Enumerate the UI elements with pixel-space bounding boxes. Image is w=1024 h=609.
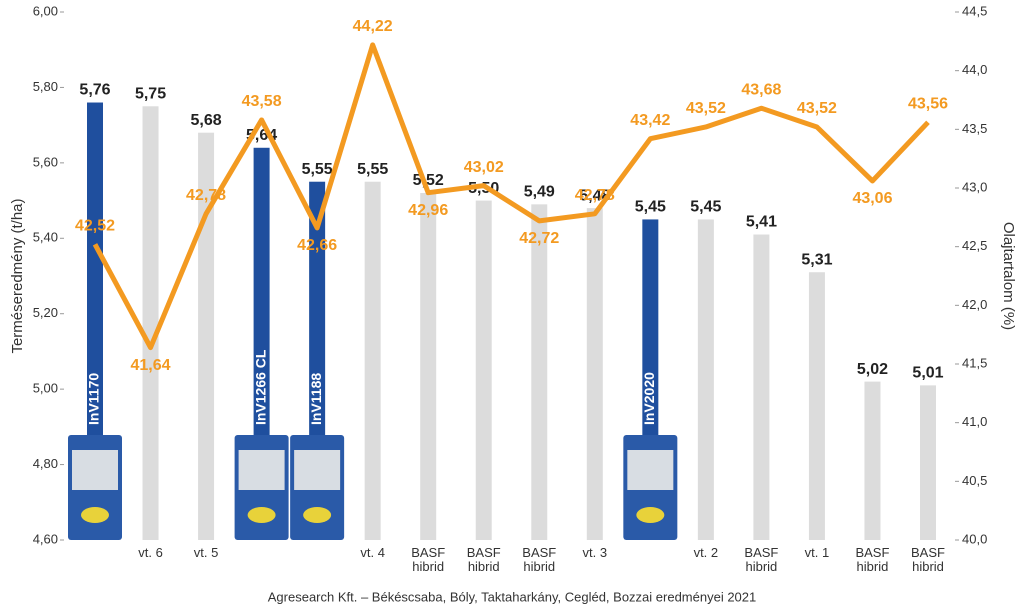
y-tick-label: 5,40 bbox=[33, 230, 58, 245]
x-tick-label: vt. 1 bbox=[804, 545, 830, 560]
x-tick-label: vt. 2 bbox=[693, 545, 719, 560]
line-value-label: 42,72 bbox=[519, 230, 559, 247]
y2-tick-label: 41,0 bbox=[962, 414, 987, 429]
bar-value-label: 5,55 bbox=[302, 161, 333, 178]
x-tick-label: vt. 4 bbox=[360, 545, 385, 560]
y-tick-label: 4,60 bbox=[33, 531, 58, 546]
bar-category-label: InV1170 bbox=[86, 373, 102, 425]
bar-value-label: 5,31 bbox=[801, 251, 832, 268]
bar-value-label: 5,75 bbox=[135, 86, 166, 103]
product-bag-label bbox=[627, 450, 674, 490]
line-value-label: 43,58 bbox=[242, 93, 282, 110]
line-value-label: 43,52 bbox=[686, 100, 726, 117]
y-tick-label: 5,00 bbox=[33, 381, 58, 396]
line-value-label: 42,66 bbox=[297, 237, 337, 254]
y2-tick-label: 42,0 bbox=[962, 297, 987, 312]
bar-value-label: 5,68 bbox=[190, 112, 221, 129]
line-value-label: 42,52 bbox=[75, 218, 115, 235]
oil-line bbox=[92, 42, 930, 351]
y2-axis-label: Olajtartalom (%) bbox=[1000, 222, 1017, 330]
bar-value-label: 5,01 bbox=[912, 365, 943, 382]
line-value-label: 42,78 bbox=[575, 187, 615, 204]
x-tick-label: BASF hibrid bbox=[411, 545, 446, 574]
line-value-label: 44,22 bbox=[353, 18, 393, 35]
x-tick-label: BASF hibrid bbox=[744, 545, 779, 574]
product-bag-flower bbox=[81, 507, 109, 523]
bar bbox=[920, 385, 936, 540]
bar bbox=[586, 208, 603, 540]
product-bag-label bbox=[238, 450, 285, 490]
line-value-label: 42,78 bbox=[186, 187, 226, 204]
product-bag-flower bbox=[303, 507, 332, 523]
bar bbox=[364, 181, 381, 540]
x-tick-label: vt. 5 bbox=[193, 545, 219, 560]
bar-value-label: 5,49 bbox=[524, 184, 555, 201]
line-value-label: 43,06 bbox=[852, 190, 892, 207]
x-tick-label: vt. 6 bbox=[138, 545, 163, 560]
line-value-label: 43,68 bbox=[741, 81, 781, 98]
line-value-label: 43,56 bbox=[908, 96, 948, 113]
y-axis-label: Terméseredmény (t/ha) bbox=[9, 198, 26, 353]
bar bbox=[864, 381, 881, 540]
bar bbox=[475, 200, 492, 541]
y-tick-label: 6,00 bbox=[33, 3, 58, 18]
line-value-label: 41,64 bbox=[131, 357, 171, 374]
x-tick-label: BASF hibrid bbox=[855, 545, 890, 574]
bar-value-label: 5,41 bbox=[746, 214, 777, 231]
product-bag-label bbox=[72, 450, 118, 490]
y-tick-label: 5,20 bbox=[33, 305, 58, 320]
bar-value-label: 5,02 bbox=[857, 361, 888, 378]
line-value-label: 42,96 bbox=[408, 202, 448, 219]
footer: Agresearch Kft. – Békéscsaba, Bóly, Takt… bbox=[268, 589, 757, 604]
bar bbox=[198, 132, 215, 540]
y2-tick-label: 44,5 bbox=[962, 3, 987, 18]
line-value-label: 43,52 bbox=[797, 100, 837, 117]
y2-tick-label: 43,5 bbox=[962, 121, 987, 136]
y2-tick-label: 44,0 bbox=[962, 62, 987, 77]
x-tick-label: BASF hibrid bbox=[911, 545, 945, 574]
bar-value-label: 5,55 bbox=[357, 161, 388, 178]
product-bag-flower bbox=[247, 507, 276, 523]
bar bbox=[142, 106, 159, 541]
x-tick-label: vt. 3 bbox=[582, 545, 608, 560]
bar bbox=[697, 219, 714, 540]
y2-tick-label: 40,0 bbox=[962, 531, 987, 546]
bar-category-label: InV2020 bbox=[641, 372, 657, 425]
bar bbox=[753, 234, 770, 540]
y-tick-label: 5,60 bbox=[33, 154, 58, 169]
bar bbox=[808, 272, 825, 540]
bar bbox=[87, 102, 103, 540]
product-bag-label bbox=[294, 450, 341, 490]
line-value-label: 43,02 bbox=[464, 159, 504, 176]
y2-tick-label: 41,5 bbox=[962, 355, 987, 370]
bar-category-label: InV1188 bbox=[308, 373, 324, 425]
y2-tick-label: 43,0 bbox=[962, 179, 987, 194]
y-tick-label: 4,80 bbox=[33, 456, 58, 471]
bar-category-label: InV1266 CL bbox=[252, 349, 268, 425]
bar-value-label: 5,45 bbox=[690, 199, 721, 216]
bar bbox=[531, 204, 548, 541]
bar-value-label: 5,45 bbox=[635, 199, 666, 216]
y2-tick-label: 42,5 bbox=[962, 238, 987, 253]
y2-tick-label: 40,5 bbox=[962, 473, 987, 488]
bar bbox=[420, 193, 437, 540]
x-tick-label: BASF hibrid bbox=[466, 545, 501, 574]
y-tick-label: 5,80 bbox=[33, 79, 58, 94]
line-value-label: 43,42 bbox=[630, 112, 670, 129]
product-bag-flower bbox=[636, 507, 665, 523]
bar-value-label: 5,76 bbox=[79, 82, 110, 99]
x-tick-label: BASF hibrid bbox=[522, 545, 557, 574]
